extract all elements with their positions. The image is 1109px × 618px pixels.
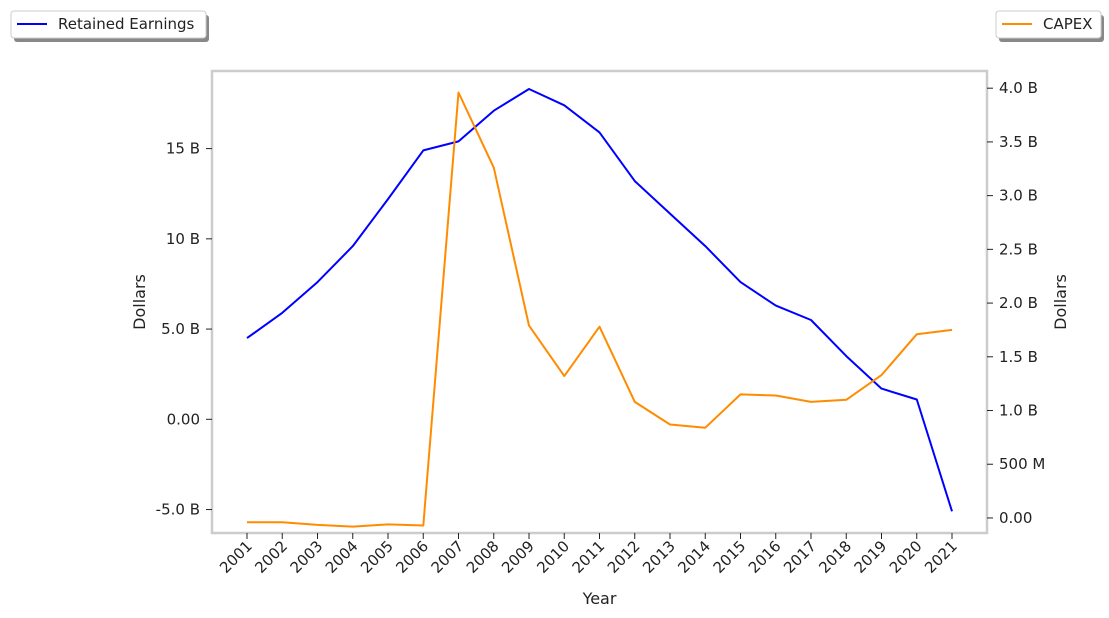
x-tick-label: 2011 [569,537,609,577]
x-axis: 2001200220032004200520062007200820092010… [216,533,961,577]
series-line-retained-earnings [246,88,953,512]
x-tick-label: 2014 [674,537,714,577]
left-y-tick-label: 15 B [166,140,200,158]
legend-label: Retained Earnings [58,15,195,33]
x-tick-label: 2016 [745,537,785,577]
series-line-capex [247,91,953,528]
series-layer [246,88,953,528]
x-tick-label: 2003 [287,537,327,577]
x-tick-label: 2019 [851,537,891,577]
left-y-tick-label: 5.0 B [161,320,200,338]
left-y-axis-title: Dollars [130,274,149,330]
x-tick-label: 2006 [392,537,432,577]
right-y-tick-label: 1.5 B [999,348,1038,366]
x-tick-label: 2001 [216,537,256,577]
right-y-tick-label: 2.5 B [999,240,1038,258]
x-tick-label: 2010 [533,537,573,577]
x-tick-label: 2021 [921,537,961,577]
x-tick-label: 2005 [357,537,397,577]
x-tick-label: 2009 [498,537,538,577]
x-tick-label: 2004 [322,537,362,577]
right-y-tick-label: 1.0 B [999,402,1038,420]
legend-box [10,10,207,39]
legend-box [995,10,1102,39]
right-y-tick-label: 3.5 B [999,133,1038,151]
x-axis-title: Year [582,589,617,608]
right-y-tick-label: 0.00 [999,509,1032,527]
left-y-tick-label: 10 B [166,230,200,248]
legend-label: CAPEX [1043,15,1093,33]
right-y-axis: 0.00 500 M 1.0 B 1.5 B 2.0 B 2.5 B 3.0 B 3.5 B 4… [987,79,1045,527]
left-y-tick-label: -5.0 B [156,501,200,519]
left-y-tick-label: 0.00 [167,410,200,428]
left-y-axis: -5.0 B 0.00 5.0 B 10 B 15 B [156,140,212,519]
x-tick-label: 2002 [251,537,291,577]
right-y-tick-label: 3.0 B [999,187,1038,205]
x-tick-label: 2007 [428,537,468,577]
plot-frame [210,69,989,535]
x-tick-label: 2018 [815,537,855,577]
x-tick-label: 2017 [780,537,820,577]
x-tick-label: 2012 [604,537,644,577]
x-tick-label: 2020 [886,537,926,577]
legend-retained-earnings: Retained Earnings [10,10,209,42]
x-tick-label: 2013 [639,537,679,577]
x-tick-label: 2015 [710,537,750,577]
x-tick-label: 2008 [463,537,503,577]
right-y-tick-label: 2.0 B [999,294,1038,312]
right-y-tick-label: 500 M [999,455,1045,473]
legend-capex: CAPEX [995,10,1104,42]
right-y-axis-title: Dollars [1051,274,1070,330]
right-y-tick-label: 4.0 B [999,79,1038,97]
